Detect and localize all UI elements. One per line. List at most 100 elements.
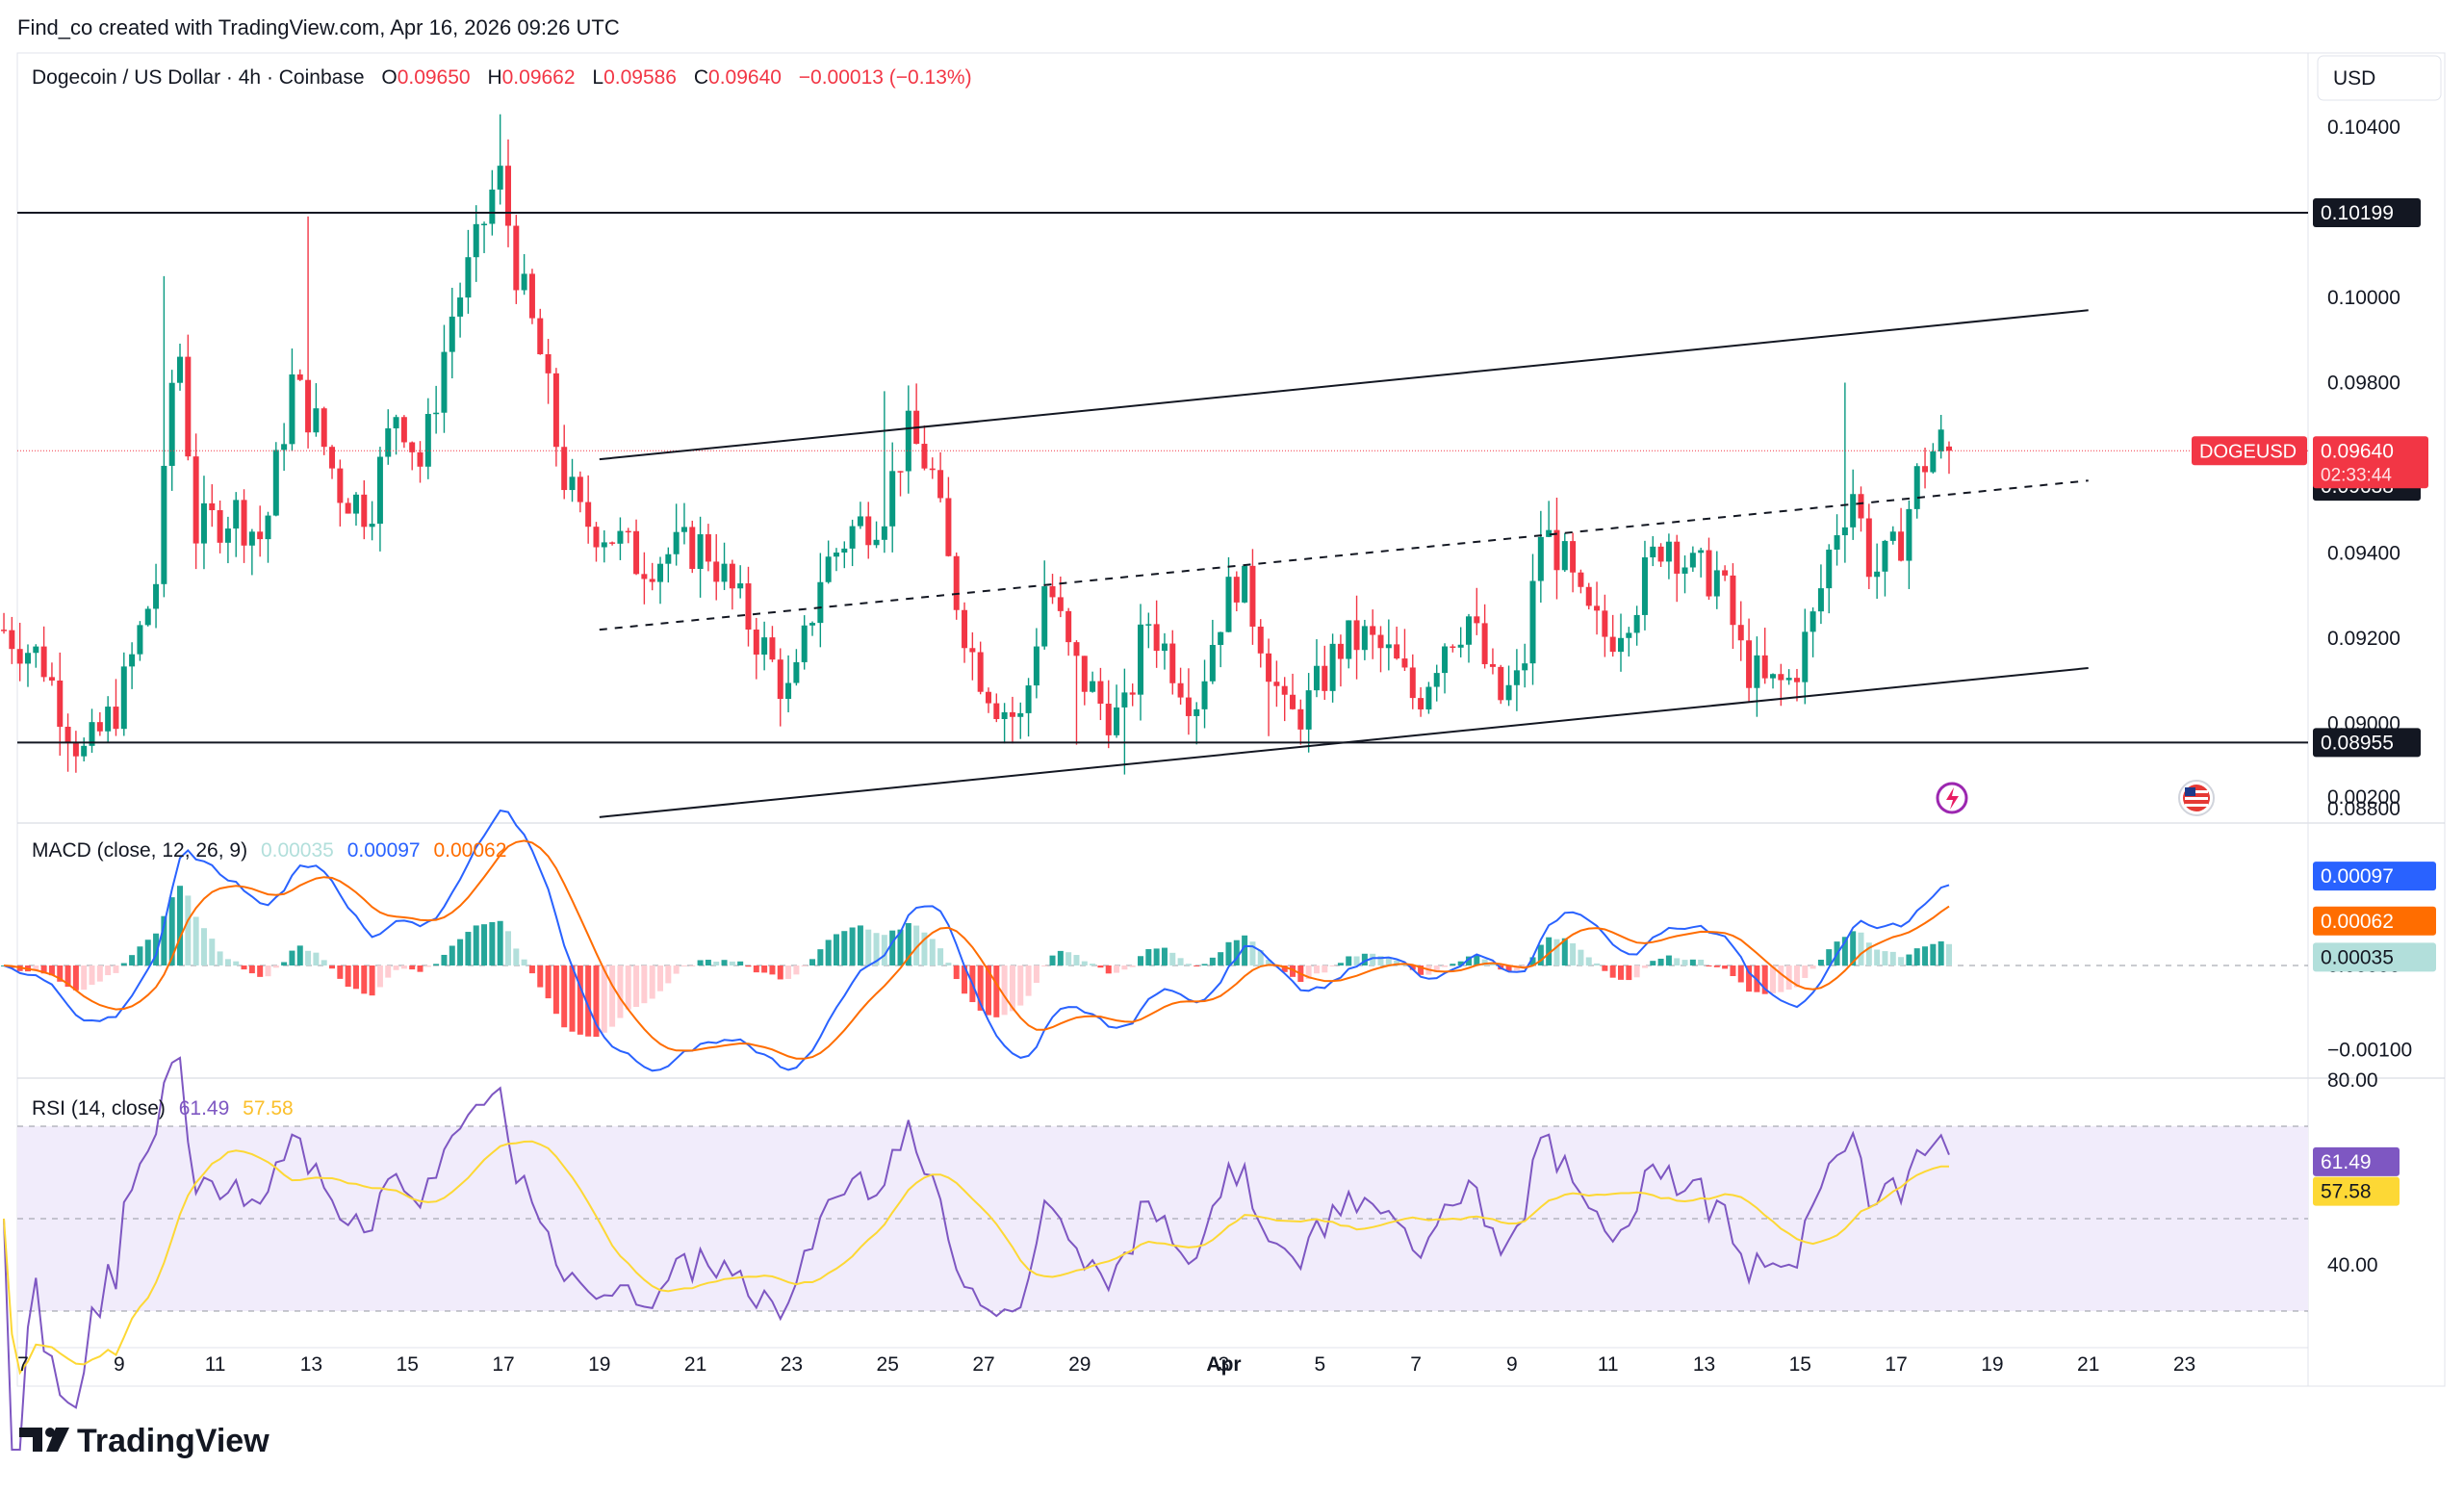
candle bbox=[1145, 612, 1152, 649]
candle bbox=[1041, 560, 1048, 650]
candle bbox=[921, 425, 928, 471]
candle bbox=[1817, 564, 1824, 625]
candle bbox=[1913, 463, 1920, 519]
macd-histogram-bar bbox=[1489, 963, 1496, 965]
channel-middle-line[interactable] bbox=[599, 479, 2089, 631]
candle bbox=[1850, 469, 1857, 540]
macd-histogram-bar bbox=[1161, 947, 1168, 965]
channel-upper-line[interactable] bbox=[599, 309, 2089, 461]
candle bbox=[1001, 703, 1008, 744]
candle bbox=[1194, 702, 1200, 745]
macd-histogram-bar bbox=[209, 939, 216, 965]
symbol-title[interactable]: Dogecoin / US Dollar · 4h · Coinbase bbox=[32, 66, 365, 89]
macd-histogram-bar bbox=[1305, 965, 1312, 980]
macd-histogram-bar bbox=[1385, 957, 1392, 965]
macd-histogram-bar bbox=[352, 965, 359, 990]
macd-histogram-bar bbox=[400, 965, 407, 969]
candle bbox=[1361, 619, 1368, 660]
candle bbox=[1681, 554, 1688, 594]
macd-histogram-bar bbox=[144, 940, 151, 965]
macd-histogram-bar bbox=[1041, 965, 1048, 966]
macd-histogram-bar bbox=[329, 965, 336, 969]
candle bbox=[1594, 581, 1601, 635]
candle bbox=[1009, 696, 1015, 744]
open-label: O bbox=[381, 66, 397, 89]
candle bbox=[1370, 609, 1376, 659]
macd-histogram-bar bbox=[96, 965, 103, 982]
candle bbox=[1065, 607, 1072, 656]
macd-histogram-bar bbox=[1938, 940, 1944, 965]
macd-histogram-bar bbox=[1017, 965, 1024, 1006]
candle bbox=[345, 498, 351, 514]
macd-histogram-bar bbox=[192, 916, 199, 965]
candle bbox=[1033, 628, 1040, 699]
rsi-title-line: RSI (14, close) 61.49 57.58 bbox=[32, 1097, 294, 1120]
time-tick-label: 7 bbox=[17, 1353, 29, 1376]
macd-histogram-bar bbox=[393, 965, 399, 970]
candle bbox=[1698, 547, 1705, 578]
resistance-price-tag: 0.10199 bbox=[2321, 202, 2394, 224]
candle bbox=[1177, 667, 1184, 705]
macd-histogram-bar bbox=[1481, 959, 1488, 965]
macd-histogram-bar bbox=[625, 965, 631, 1010]
candle bbox=[72, 731, 79, 773]
rsi-ma-line bbox=[3, 1140, 1950, 1376]
macd-histogram-bar bbox=[697, 960, 704, 965]
candle bbox=[217, 500, 223, 553]
candle bbox=[1689, 546, 1696, 573]
candle bbox=[993, 693, 1000, 723]
candle bbox=[833, 548, 839, 572]
macd-histogram-bar bbox=[953, 965, 960, 980]
event-icon-us-flag[interactable] bbox=[2178, 780, 2215, 816]
macd-histogram-bar bbox=[1025, 965, 1032, 996]
macd-histogram-bar bbox=[1561, 938, 1568, 965]
macd-histogram-bar bbox=[48, 965, 55, 976]
candle bbox=[1425, 682, 1432, 714]
macd-histogram-bar bbox=[769, 965, 776, 975]
macd-histogram-bar bbox=[1922, 946, 1929, 965]
candle bbox=[513, 215, 520, 304]
candle bbox=[1657, 543, 1664, 567]
candle bbox=[969, 631, 976, 681]
candle bbox=[649, 562, 655, 591]
candle bbox=[40, 626, 47, 682]
currency-button[interactable] bbox=[2317, 55, 2442, 101]
rsi-ma-value-tag: 57.58 bbox=[2321, 1181, 2372, 1203]
candle bbox=[953, 552, 960, 620]
legend-line: Dogecoin / US Dollar · 4h · Coinbase O 0.… bbox=[32, 66, 972, 89]
candle bbox=[465, 229, 472, 314]
macd-histogram-bar bbox=[1465, 956, 1472, 965]
candle bbox=[641, 552, 648, 605]
low-value: 0.09586 bbox=[603, 66, 677, 89]
candle bbox=[1218, 631, 1224, 668]
candle bbox=[1273, 660, 1280, 708]
candle bbox=[24, 644, 31, 687]
candle bbox=[376, 447, 383, 552]
time-tick-label: 19 bbox=[1981, 1353, 2003, 1376]
macd-histogram-bar bbox=[993, 965, 1000, 1017]
rsi-tick-label: 80.00 bbox=[2327, 1069, 2378, 1092]
candle bbox=[609, 541, 616, 546]
macd-histogram-bar bbox=[1826, 949, 1833, 965]
macd-histogram-bar bbox=[113, 965, 119, 973]
candle bbox=[137, 621, 143, 661]
candle bbox=[729, 559, 735, 610]
channel-lower-line[interactable] bbox=[599, 666, 2089, 818]
candle bbox=[313, 383, 320, 437]
macd-histogram-bar bbox=[1394, 960, 1400, 965]
resistance-price-tag-bg bbox=[2313, 197, 2421, 227]
rsi-value-tag: 61.49 bbox=[2321, 1151, 2372, 1173]
candle bbox=[1105, 680, 1112, 749]
macd-histogram-bar bbox=[1650, 961, 1656, 965]
macd-histogram-bar bbox=[849, 927, 856, 965]
candle bbox=[233, 492, 240, 557]
time-tick-label: 15 bbox=[1789, 1353, 1811, 1376]
candle bbox=[1793, 668, 1800, 702]
candle bbox=[1505, 665, 1512, 707]
macd-histogram-bar bbox=[1225, 941, 1232, 965]
macd-histogram-bar bbox=[737, 961, 744, 965]
macd-histogram-bar bbox=[1105, 965, 1112, 974]
event-icon-lightning[interactable] bbox=[1936, 782, 1968, 814]
candle bbox=[929, 457, 936, 479]
macd-histogram-bar bbox=[745, 965, 752, 967]
